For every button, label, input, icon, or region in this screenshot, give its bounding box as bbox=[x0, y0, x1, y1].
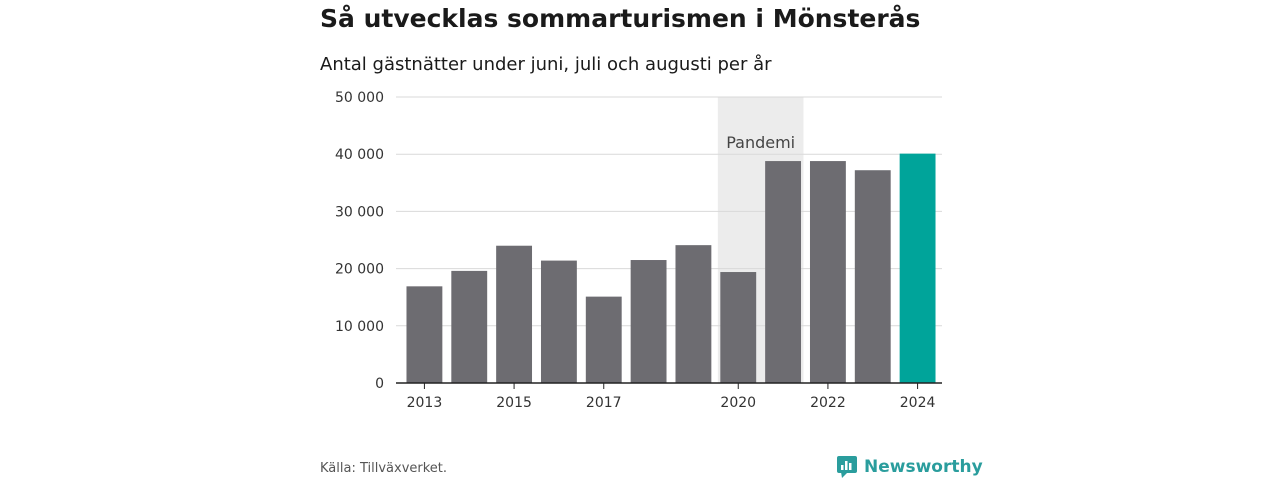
bar-chart: Pandemi 0 10 000 20 000 30 000 40 000 50 000 2… bbox=[335, 90, 942, 411]
bar-chart-speech-bubble-icon bbox=[837, 456, 857, 478]
bar-2022 bbox=[809, 161, 846, 383]
bar-2014 bbox=[451, 270, 488, 383]
bar-2024 bbox=[899, 153, 936, 383]
y-tick-label: 0 bbox=[375, 376, 384, 392]
y-tick-label: 30 000 bbox=[335, 204, 384, 220]
bar-2021 bbox=[765, 161, 802, 383]
brand-logo: Newsworthy bbox=[836, 455, 983, 479]
bar-2018 bbox=[630, 260, 667, 383]
bar-2019 bbox=[675, 245, 712, 383]
y-tick-label: 20 000 bbox=[335, 262, 384, 278]
x-tick-label: 2017 bbox=[586, 395, 622, 411]
chart-subtitle: Antal gästnätter under juni, juli och au… bbox=[320, 54, 772, 75]
pandemic-label: Pandemi bbox=[726, 133, 795, 152]
bar-2020 bbox=[720, 272, 757, 383]
source-note: Källa: Tillväxverket. bbox=[320, 461, 448, 476]
bar-2017 bbox=[585, 296, 622, 383]
bar-2016 bbox=[540, 260, 577, 383]
bar-2015 bbox=[496, 245, 533, 383]
x-tick-label: 2022 bbox=[810, 395, 846, 411]
bar-2023 bbox=[854, 170, 891, 383]
y-tick-label: 50 000 bbox=[335, 90, 384, 106]
x-tick-label: 2024 bbox=[900, 395, 936, 411]
chart-title: Så utvecklas sommarturismen i Mönsterås bbox=[320, 4, 921, 33]
x-tick-label: 2015 bbox=[496, 395, 532, 411]
y-tick-label: 10 000 bbox=[335, 319, 384, 335]
bar-2013 bbox=[406, 286, 443, 383]
y-tick-label: 40 000 bbox=[335, 147, 384, 163]
x-tick-label: 2020 bbox=[720, 395, 756, 411]
x-tick-label: 2013 bbox=[407, 395, 443, 411]
brand-name: Newsworthy bbox=[864, 457, 983, 477]
